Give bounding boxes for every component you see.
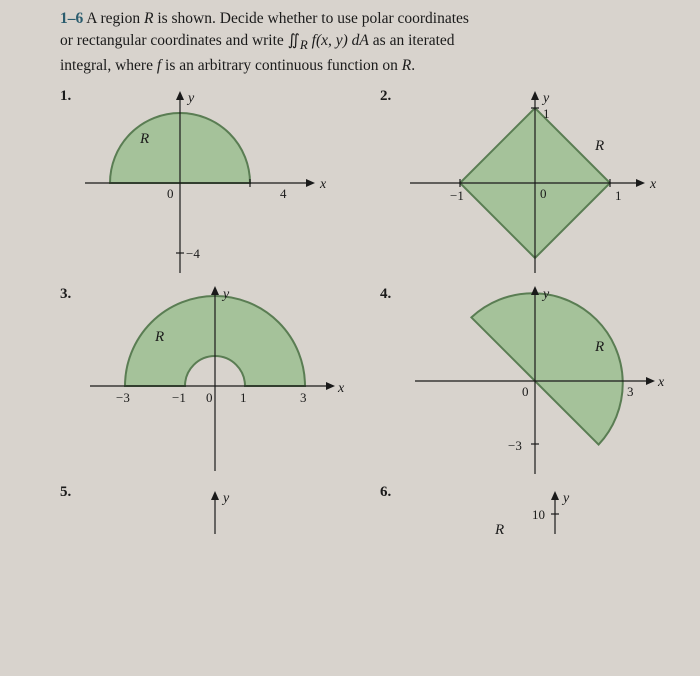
tick-10: 10 — [532, 507, 545, 522]
tick-0: 0 — [206, 390, 213, 405]
plot-svg: y x R 0 4 −4 — [80, 88, 350, 278]
y-label: y — [561, 491, 570, 506]
tick-m1: −1 — [450, 188, 464, 203]
x-label: x — [319, 177, 327, 192]
plot-svg: y x R 0 3 −3 — [400, 286, 670, 476]
page: 1–6 A region R is shown. Decide whether … — [0, 0, 700, 534]
problem-label: 3. — [60, 286, 71, 303]
y-label: y — [221, 491, 230, 506]
instructions-block: 1–6 A region R is shown. Decide whether … — [60, 8, 670, 78]
problem-label: 6. — [380, 484, 391, 501]
region-R-label: R — [154, 329, 164, 345]
tick-4: 4 — [280, 186, 287, 201]
tick-3: 3 — [300, 390, 307, 405]
integral-symbol: ∬ — [288, 32, 300, 49]
problem-label: 4. — [380, 286, 391, 303]
x-label: x — [337, 381, 345, 396]
tick-y1: 1 — [543, 106, 550, 121]
integrand: f(x, y) dA — [308, 32, 369, 49]
problem-label: 2. — [380, 88, 391, 105]
region-var: R — [402, 57, 411, 74]
problem-label: 5. — [60, 484, 71, 501]
instr-text: as an iterated — [369, 32, 455, 49]
plot-4: y x R 0 3 −3 — [400, 286, 670, 476]
region-R-label: R — [594, 339, 604, 355]
arrow-icon — [306, 179, 315, 187]
instr-text: integral, where — [60, 57, 157, 74]
plot-2: y x R 0 −1 1 1 — [400, 88, 670, 278]
period: . — [411, 57, 415, 74]
plot-1: y x R 0 4 −4 — [80, 88, 350, 278]
instr-text: or rectangular coordinates and write — [60, 32, 288, 49]
plot-6: y 10 R — [400, 484, 670, 534]
tick-0: 0 — [522, 384, 529, 399]
tick-m3: −3 — [116, 390, 130, 405]
integral-sub: R — [300, 38, 308, 53]
arrow-icon — [176, 91, 184, 100]
problem-2: 2. — [380, 88, 670, 278]
plot-svg: y — [80, 484, 350, 534]
y-label: y — [541, 287, 550, 302]
region-R-label: R — [139, 131, 149, 147]
plot-3: y x R 0 −3 −1 1 3 — [80, 286, 350, 476]
tick-1: 1 — [240, 390, 247, 405]
problem-range: 1–6 — [60, 10, 83, 27]
tick-0: 0 — [540, 186, 547, 201]
plot-5: y — [80, 484, 350, 534]
plot-svg: y x R 0 −3 −1 1 3 — [80, 286, 350, 476]
instr-text: A region — [86, 10, 144, 27]
problem-1: 1. y x R 0 4 — [60, 88, 350, 278]
region-R-label: R — [594, 138, 604, 154]
arrow-icon — [551, 491, 559, 500]
tick-0: 0 — [167, 186, 174, 201]
arrow-icon — [211, 286, 219, 295]
instr-text: is shown. Decide whether to use polar co… — [153, 10, 469, 27]
tick-m1: −1 — [172, 390, 186, 405]
x-label: x — [649, 177, 657, 192]
tick-3: 3 — [627, 384, 634, 399]
instr-text: is an arbitrary continuous function on — [161, 57, 402, 74]
tick-m4: −4 — [186, 246, 200, 261]
problem-3: 3. y x R 0 −3 −1 1 — [60, 286, 350, 476]
plot-svg: y x R 0 −1 1 1 — [400, 88, 670, 278]
problem-5: 5. y — [60, 484, 350, 534]
arrow-icon — [326, 382, 335, 390]
x-label: x — [657, 375, 665, 390]
problem-4: 4. y x R 0 3 — [380, 286, 670, 476]
y-label: y — [541, 91, 550, 106]
arrow-icon — [211, 491, 219, 500]
problem-grid: 1. y x R 0 4 — [60, 88, 670, 534]
y-label: y — [186, 91, 195, 106]
tick-m3: −3 — [508, 438, 522, 453]
region-R-label: R — [494, 522, 504, 534]
tick-1: 1 — [615, 188, 622, 203]
problem-label: 1. — [60, 88, 71, 105]
plot-svg: y 10 R — [400, 484, 670, 534]
problem-6: 6. y 10 R — [380, 484, 670, 534]
y-label: y — [221, 287, 230, 302]
